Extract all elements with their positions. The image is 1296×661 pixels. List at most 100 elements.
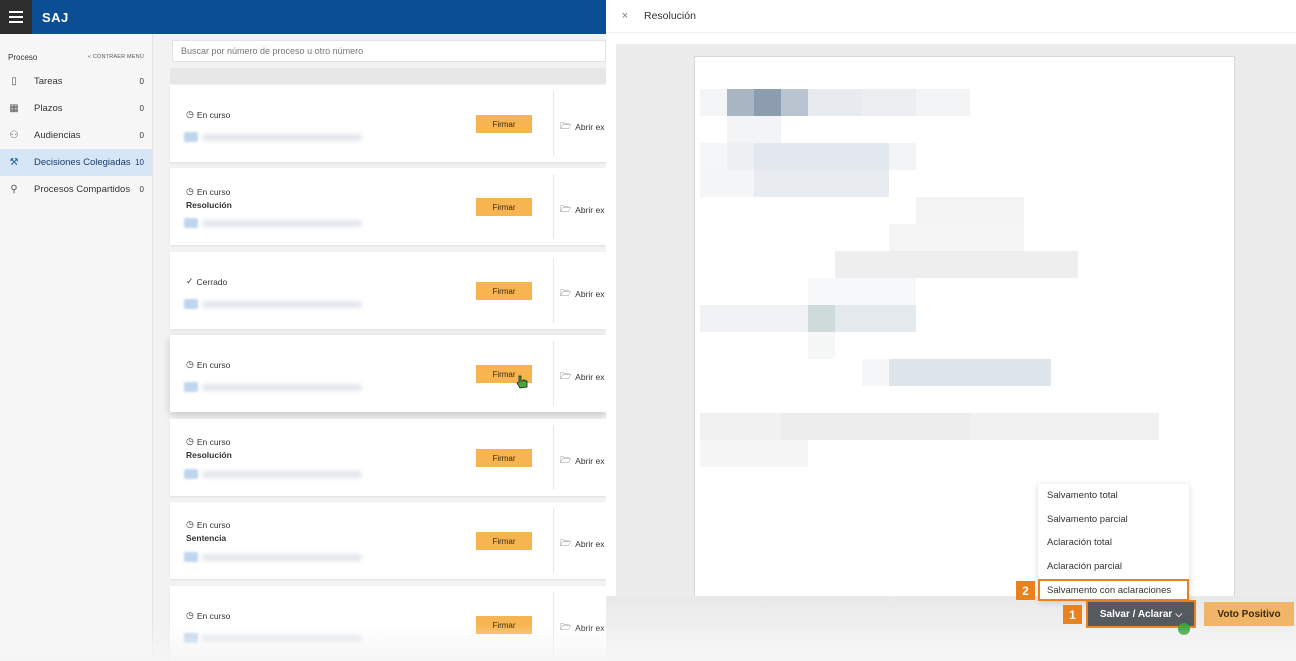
card-status-text: Cerrado — [196, 276, 228, 287]
card-redacted-info — [184, 132, 362, 142]
card-redacted-info — [184, 552, 362, 562]
card-status: ◷ En curso — [186, 436, 230, 447]
card-redacted-info — [184, 218, 362, 228]
card-status-text: En curso — [196, 186, 231, 197]
process-card[interactable]: ◷ En curso Firmar 🗁 Abrir ex — [170, 335, 606, 412]
option-aclaracion-parcial[interactable]: Aclaración parcial — [1047, 561, 1122, 572]
sidebar: Proceso « CONTRAER MENÚ ▯ Tareas 0 ▦ Pla… — [0, 34, 153, 661]
folder-open-icon: 🗁 — [560, 288, 572, 298]
open-expediente-link[interactable]: 🗁 Abrir ex — [560, 453, 604, 469]
sidebar-item-tareas[interactable]: ▯ Tareas 0 — [0, 68, 152, 95]
open-expediente-link[interactable]: 🗁 Abrir ex — [560, 536, 604, 552]
process-card[interactable]: ✓ Cerrado Firmar 🗁 Abrir ex — [170, 252, 606, 329]
card-divider — [553, 592, 554, 657]
process-card[interactable]: ◷ En curso Firmar 🗁 Abrir ex — [170, 85, 606, 162]
open-expediente-link[interactable]: 🗁 Abrir ex — [560, 369, 604, 385]
firmar-button[interactable]: Firmar — [476, 198, 532, 216]
panel-title: Resolución — [644, 10, 696, 22]
process-card[interactable]: ◷ En curso Sentencia Firmar 🗁 Abrir ex — [170, 502, 606, 579]
hamburger-menu-icon[interactable] — [0, 0, 32, 34]
card-status: ✓ Cerrado — [186, 276, 227, 287]
option-salvamento-con-aclaraciones[interactable]: Salvamento con aclaraciones — [1038, 579, 1189, 601]
sidebar-item-decisiones-colegiadas[interactable]: ⚒ Decisiones Colegiadas 10 — [0, 149, 152, 176]
folder-open-icon: 🗁 — [560, 204, 572, 214]
sidebar-title: Proceso — [8, 52, 38, 62]
process-card[interactable]: ◷ En curso Resolución Firmar 🗁 Abrir ex — [170, 168, 606, 245]
step-badge-2: 2 — [1016, 581, 1035, 600]
sidebar-header: Proceso « CONTRAER MENÚ — [0, 34, 152, 68]
voto-positivo-button[interactable]: Voto Positivo — [1204, 602, 1294, 626]
folder-open-icon: 🗁 — [560, 371, 572, 381]
clock-icon: ◷ — [186, 610, 194, 620]
tasks-icon: ▯ — [11, 76, 17, 87]
card-status-text: En curso — [196, 109, 231, 120]
document-page — [694, 56, 1235, 601]
salvar-aclarar-label: Salvar / Aclarar — [1099, 608, 1173, 620]
people-icon: ⚇ — [9, 130, 19, 141]
card-status: ◷ En curso — [186, 186, 230, 197]
open-expediente-link[interactable]: 🗁 Abrir ex — [560, 620, 604, 636]
folder-open-icon: 🗁 — [560, 622, 572, 632]
card-status-text: En curso — [196, 436, 231, 447]
card-divider — [553, 508, 554, 573]
open-expediente-link[interactable]: 🗁 Abrir ex — [560, 202, 604, 218]
card-status-text: En curso — [196, 610, 231, 621]
open-expediente-label: Abrir ex — [575, 122, 605, 132]
card-divider — [553, 341, 554, 406]
document-viewer — [616, 44, 1296, 601]
card-redacted-info — [184, 382, 362, 392]
process-card[interactable]: ◷ En curso Resolución Firmar 🗁 Abrir ex — [170, 419, 606, 496]
step-badge-1: 1 — [1063, 605, 1082, 624]
clock-icon: ◷ — [186, 186, 194, 196]
share-user-icon: ⚲ — [10, 184, 18, 195]
sidebar-item-label: Procesos Compartidos — [34, 184, 131, 195]
sidebar-item-count: 0 — [139, 77, 144, 86]
card-redacted-info — [184, 469, 362, 479]
card-redacted-info — [184, 633, 362, 643]
clock-icon: ◷ — [186, 109, 194, 119]
card-divider — [553, 258, 554, 323]
firmar-button[interactable]: Firmar — [476, 282, 532, 300]
folder-open-icon: 🗁 — [560, 455, 572, 465]
card-redacted-info — [184, 299, 362, 309]
sidebar-item-plazos[interactable]: ▦ Plazos 0 — [0, 95, 152, 122]
close-panel-button[interactable]: × — [621, 10, 629, 22]
process-card[interactable]: ◷ En curso Firmar 🗁 Abrir ex — [170, 586, 606, 661]
chevron-down-icon: ⌵ — [1175, 608, 1183, 619]
search-input[interactable] — [172, 40, 606, 62]
gavel-icon: ⚒ — [9, 157, 19, 168]
open-expediente-label: Abrir ex — [575, 456, 605, 466]
sidebar-item-audiencias[interactable]: ⚇ Audiencias 0 — [0, 122, 152, 149]
firmar-button[interactable]: Firmar — [476, 449, 532, 467]
firmar-button[interactable]: Firmar — [476, 365, 532, 383]
folder-open-icon: 🗁 — [560, 121, 572, 131]
open-expediente-link[interactable]: 🗁 Abrir ex — [560, 119, 604, 135]
open-expediente-label: Abrir ex — [575, 205, 605, 215]
firmar-button[interactable]: Firmar — [476, 115, 532, 133]
option-aclaracion-total[interactable]: Aclaración total — [1047, 537, 1112, 548]
firmar-button[interactable]: Firmar — [476, 532, 532, 550]
salvar-aclarar-button[interactable]: Salvar / Aclarar ⌵ — [1086, 600, 1196, 628]
firmar-button[interactable]: Firmar — [476, 616, 532, 634]
card-status: ◷ En curso — [186, 359, 230, 370]
calendar-icon: ▦ — [9, 103, 19, 114]
top-bar: SAJ — [0, 0, 606, 34]
salvar-aclarar-dropdown: Salvamento total Salvamento parcial Acla… — [1038, 484, 1189, 601]
option-salvamento-total[interactable]: Salvamento total — [1047, 490, 1118, 501]
collapse-menu-button[interactable]: « CONTRAER MENÚ — [87, 54, 144, 60]
card-title: Sentencia — [186, 533, 227, 543]
sidebar-item-procesos-compartidos[interactable]: ⚲ Procesos Compartidos 0 — [0, 176, 152, 203]
open-expediente-link[interactable]: 🗁 Abrir ex — [560, 286, 604, 302]
card-title: Resolución — [186, 450, 232, 460]
card-divider — [553, 91, 554, 156]
option-salvamento-parcial[interactable]: Salvamento parcial — [1047, 514, 1128, 525]
sidebar-item-count: 0 — [139, 185, 144, 194]
card-divider — [553, 174, 554, 239]
sidebar-item-count: 10 — [135, 158, 144, 167]
sidebar-item-label: Plazos — [34, 103, 63, 114]
folder-open-icon: 🗁 — [560, 538, 572, 548]
check-circle-icon: ✓ — [186, 276, 194, 286]
card-status: ◷ En curso — [186, 610, 230, 621]
main-app: SAJ Proceso « CONTRAER MENÚ ▯ Tareas 0 ▦… — [0, 0, 606, 661]
sidebar-item-count: 0 — [139, 104, 144, 113]
